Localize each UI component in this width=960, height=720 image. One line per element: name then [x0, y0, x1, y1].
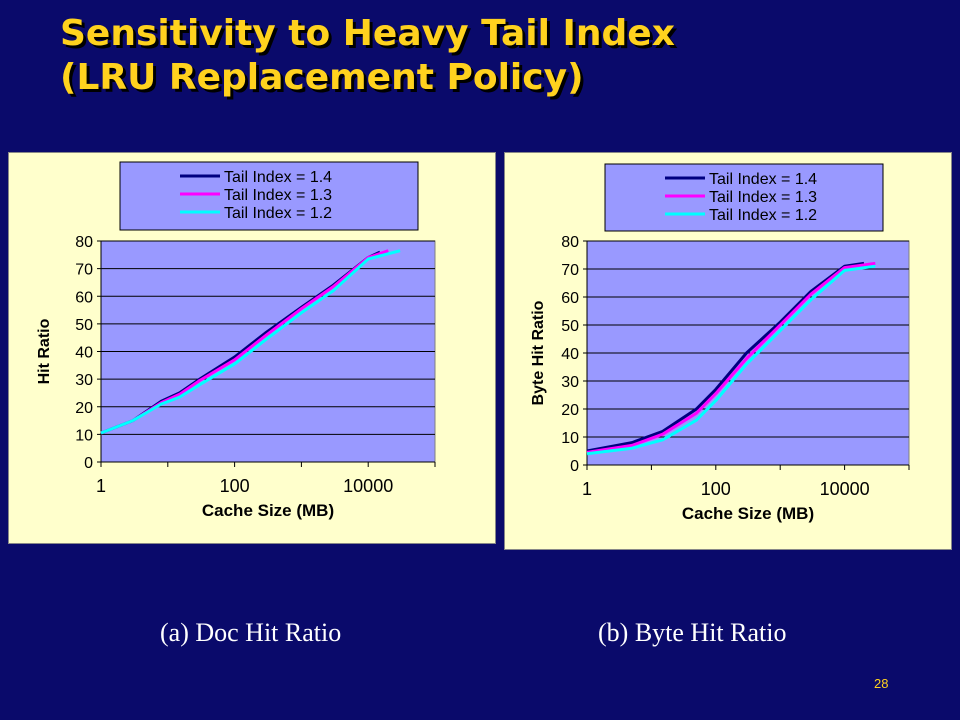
y-tick-label: 0 — [570, 458, 579, 475]
y-tick-label: 80 — [75, 234, 93, 251]
caption-doc-hit-ratio: (a) Doc Hit Ratio — [160, 618, 342, 647]
legend-label: Tail Index = 1.2 — [224, 205, 332, 222]
slide-title: Sensitivity to Heavy Tail Index (LRU Rep… — [60, 12, 920, 100]
y-tick-label: 0 — [84, 455, 93, 472]
legend-label: Tail Index = 1.4 — [224, 169, 332, 186]
y-tick-label: 20 — [561, 402, 579, 419]
y-tick-label: 70 — [561, 262, 579, 279]
doc-hit-ratio-chart: Tail Index = 1.4 Tail Index = 1.3 Tail Ind… — [8, 152, 496, 544]
legend-label: Tail Index = 1.2 — [709, 207, 817, 224]
x-tick-label: 100 — [220, 476, 250, 496]
y-tick-label: 40 — [561, 346, 579, 363]
x-tick-label: 1 — [582, 479, 592, 499]
legend-box — [604, 163, 884, 232]
series-line-3 — [100, 249, 401, 435]
y-tick-label: 10 — [75, 427, 93, 444]
byte-hit-ratio-chart: Tail Index = 1.4 Tail Index = 1.3 Tail Ind… — [504, 152, 952, 550]
y-tick-label: 40 — [75, 345, 93, 362]
legend-label: Tail Index = 1.3 — [224, 187, 332, 204]
y-axis-label: Hit Ratio — [36, 318, 53, 384]
page-number: 28 — [874, 676, 889, 691]
y-tick-label: 80 — [561, 234, 579, 251]
x-tick-label: 10000 — [820, 479, 870, 499]
legend-label: Tail Index = 1.3 — [709, 189, 817, 206]
y-tick-label: 60 — [75, 289, 93, 306]
y-tick-label: 70 — [75, 262, 93, 279]
slide-title-line-2: (LRU Replacement Policy) — [60, 57, 584, 98]
x-axis-label: Cache Size (MB) — [682, 504, 814, 523]
y-tick-label: 50 — [75, 317, 93, 334]
x-tick-label: 100 — [701, 479, 731, 499]
x-tick-label: 1 — [96, 476, 106, 496]
series-line-3 — [586, 264, 876, 456]
y-tick-label: 50 — [561, 318, 579, 335]
x-axis-label: Cache Size (MB) — [202, 501, 334, 520]
series-line-1 — [586, 261, 865, 453]
y-tick-label: 20 — [75, 400, 93, 417]
x-tick-label: 10000 — [343, 476, 393, 496]
legend-label: Tail Index = 1.4 — [709, 171, 817, 188]
y-tick-label: 10 — [561, 430, 579, 447]
legend-box — [119, 161, 419, 231]
slide-title-line-1: Sensitivity to Heavy Tail Index — [60, 13, 675, 54]
y-tick-label: 30 — [561, 374, 579, 391]
y-tick-label: 30 — [75, 372, 93, 389]
caption-byte-hit-ratio: (b) Byte Hit Ratio — [598, 618, 787, 647]
y-tick-label: 60 — [561, 290, 579, 307]
y-axis-label: Byte Hit Ratio — [530, 300, 547, 405]
series-line-2 — [586, 261, 876, 454]
